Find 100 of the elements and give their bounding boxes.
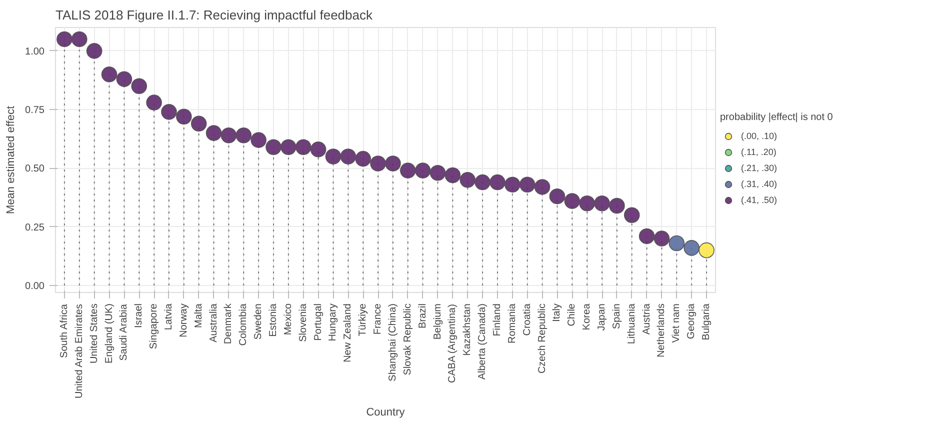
- x-tick-label: Austria: [641, 303, 652, 335]
- point: [504, 176, 520, 193]
- point: [594, 196, 610, 212]
- point: [519, 176, 536, 193]
- x-axis-title: Country: [366, 406, 406, 419]
- x-tick-label: Viet nam: [671, 303, 682, 343]
- point: [430, 165, 446, 181]
- x-tick-label: Alberta (Canada): [477, 303, 488, 380]
- x-tick-label: Bulgaria: [701, 303, 712, 340]
- x-tick-label: Latvia: [163, 303, 174, 330]
- point: [176, 108, 192, 124]
- point: [101, 66, 118, 82]
- point: [579, 196, 595, 212]
- point: [190, 116, 207, 132]
- x-tick-label: Sweden: [253, 303, 264, 340]
- x-tick-label: Romania: [506, 303, 518, 344]
- point: [549, 188, 566, 204]
- x-tick-label: Colombia: [238, 303, 250, 346]
- point: [116, 71, 132, 87]
- point: [564, 193, 580, 209]
- x-tick-label: United States: [88, 303, 100, 364]
- x-tick-label: Brazil: [417, 303, 428, 329]
- x-tick-label: Estonia: [268, 303, 280, 337]
- point: [236, 127, 252, 144]
- point: [460, 172, 476, 188]
- chart-title: TALIS 2018 Figure II.1.7: Recieving impactful feedback: [56, 8, 373, 22]
- x-tick-label: Portugal: [312, 303, 324, 341]
- x-tick-label: Czech Republic: [536, 303, 548, 374]
- point: [56, 31, 72, 48]
- point: [668, 235, 685, 252]
- point: [609, 198, 625, 214]
- y-tick-label: 1.00: [25, 46, 45, 58]
- x-tick-label: Türkiye: [358, 303, 369, 336]
- point: [490, 174, 506, 190]
- x-tick-label: United Arab Emirates: [74, 304, 85, 399]
- point: [266, 139, 282, 155]
- x-tick-label: Belgium: [432, 303, 444, 340]
- x-tick-label: Australia: [208, 303, 220, 342]
- x-tick-label: Slovenia: [298, 303, 309, 342]
- point: [624, 207, 640, 223]
- x-tick-label: Lithuania: [626, 303, 638, 344]
- point: [684, 240, 700, 256]
- y-tick-label: 0.75: [25, 105, 45, 116]
- legend-label: (.41, .50): [741, 194, 778, 204]
- point: [355, 150, 371, 167]
- point: [280, 139, 296, 155]
- x-tick-label: Shanghai (China): [387, 304, 398, 382]
- x-tick-label: New Zealand: [342, 304, 354, 362]
- y-axis-title: Mean estimated effect: [5, 106, 18, 214]
- x-tick-label: Italy: [552, 303, 563, 322]
- point: [71, 31, 88, 48]
- point: [534, 179, 550, 195]
- legend-label: (.11, .20): [741, 146, 776, 156]
- point: [220, 127, 237, 144]
- x-tick-label: Slovak Republic: [402, 303, 414, 376]
- point: [414, 162, 431, 178]
- x-tick-label: Israel: [134, 304, 145, 328]
- x-tick-label: Kazakhstan: [462, 303, 474, 356]
- x-tick-label: Saudi Arabia: [118, 304, 130, 361]
- point: [340, 148, 356, 164]
- point: [161, 104, 177, 120]
- point: [654, 230, 670, 246]
- x-tick-label: Mexico: [282, 303, 294, 336]
- point: [325, 148, 342, 164]
- point: [250, 132, 266, 148]
- point: [385, 156, 401, 172]
- legend-title: probability |effect| is not 0: [720, 112, 833, 122]
- point: [444, 167, 461, 184]
- legend-label: (.21, .30): [741, 162, 778, 172]
- point: [206, 125, 222, 141]
- x-tick-label: Singapore: [148, 303, 160, 350]
- x-tick-label: Japan: [596, 303, 608, 331]
- y-tick-label: 0.00: [25, 280, 45, 292]
- x-tick-label: Netherlands: [656, 304, 668, 358]
- x-tick-label: Malta: [193, 303, 204, 328]
- y-tick-label: 0.25: [25, 222, 45, 234]
- point: [146, 94, 162, 110]
- x-tick-label: Finland: [492, 303, 503, 336]
- x-tick-label: France: [372, 303, 384, 335]
- x-tick-label: Spain: [611, 304, 622, 330]
- x-tick-label: South Africa: [58, 304, 70, 358]
- point: [370, 156, 386, 172]
- x-tick-label: CABA (Argentina): [447, 304, 458, 383]
- point: [638, 228, 655, 244]
- point: [295, 139, 312, 155]
- x-tick-label: Croatia: [522, 303, 533, 336]
- y-tick-label: 0.50: [25, 164, 45, 175]
- point: [474, 174, 490, 190]
- point: [400, 162, 416, 178]
- x-tick-label: Chile: [566, 303, 578, 326]
- x-tick-label: Hungary: [328, 303, 339, 342]
- x-tick-label: Norway: [178, 303, 190, 338]
- legend-label: (.31, .40): [741, 178, 778, 188]
- legend-label: (.00, .10): [741, 130, 778, 140]
- x-tick-label: Korea: [582, 303, 593, 330]
- x-tick-label: Georgia: [686, 303, 698, 340]
- point: [131, 78, 148, 94]
- point: [86, 43, 102, 59]
- x-tick-label: England (UK): [104, 304, 115, 364]
- point: [698, 242, 714, 258]
